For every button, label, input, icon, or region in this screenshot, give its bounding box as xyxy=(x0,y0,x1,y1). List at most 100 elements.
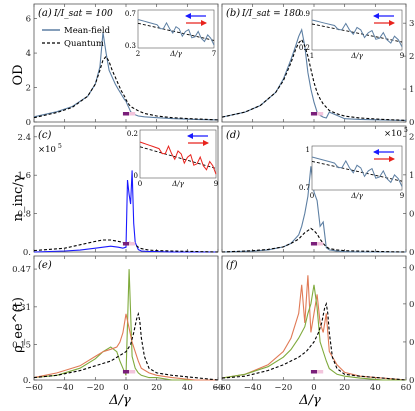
panel-label: (d) xyxy=(226,130,240,141)
y-tick-label: 0.31 xyxy=(12,303,31,313)
resonance-bar-light xyxy=(317,370,324,374)
inset-x-label: Δ/γ xyxy=(169,50,182,58)
resonance-bar-light xyxy=(129,242,136,246)
series-line xyxy=(33,32,219,121)
series-line xyxy=(33,313,218,381)
inset-x-tick-label: 9 xyxy=(400,52,404,60)
scale-annotation: ×10 xyxy=(38,145,56,155)
inset-meanfield-line xyxy=(137,19,215,46)
panel-label: (a) xyxy=(38,8,52,19)
panel-frame xyxy=(221,255,407,381)
inset-meanfield-line xyxy=(311,19,403,48)
resonance-bar xyxy=(122,370,130,374)
x-tick-label: 60 xyxy=(213,383,224,393)
inset-y-tick-label: 0.2 xyxy=(299,44,310,52)
inset-x-tick-label: 0 xyxy=(138,180,142,188)
x-tick-label: −20 xyxy=(274,383,292,393)
inset-frame xyxy=(311,145,403,191)
inset-y-tick-label: 0.2 xyxy=(127,130,138,138)
panel-label: (f) xyxy=(226,260,238,271)
inset-x-label: Δ/γ xyxy=(350,52,363,60)
resonance-bar xyxy=(310,112,318,116)
resonance-bar-light xyxy=(129,112,136,116)
inset-x-tick-label: 7 xyxy=(212,50,216,58)
x-tick-label: −20 xyxy=(86,383,104,393)
ylabel-ninc: n_inc/γ xyxy=(11,174,26,221)
y-tick-label: 1.8 xyxy=(409,171,415,181)
resonance-bar xyxy=(122,242,130,246)
inset-x-tick-label: 0 xyxy=(310,192,314,200)
y-tick-label: 3 xyxy=(409,19,414,29)
inset-frame xyxy=(139,129,217,179)
scale-exponent: 5 xyxy=(58,143,62,150)
x-tick-label: −60 xyxy=(213,383,231,393)
y-tick-label: 2 xyxy=(26,84,31,94)
x-tick-label: 40 xyxy=(370,383,381,393)
y-tick-label: 0 xyxy=(26,118,31,128)
series-line xyxy=(33,311,219,381)
panel-d: 0. 0.9 1.8 2.7 (d) ×105 0 9 Δ/γ 0.7 1 xyxy=(221,125,415,258)
inset-x-tick-label: 9 xyxy=(400,192,404,200)
series-line xyxy=(221,38,407,121)
inset-a: 2 7 Δ/γ 0.3 0.7 xyxy=(125,9,216,58)
inset-d: 0 9 Δ/γ 0.7 1 xyxy=(299,145,404,200)
panel-c: 0. 0.8 1.6 2.4 (c) ×10 5 0 9 Δ/γ 0 0.2 xyxy=(17,125,219,258)
y-tick-label: 6 xyxy=(26,15,31,25)
x-tick-label: 0 xyxy=(311,383,316,393)
inset-meanfield-line xyxy=(139,141,217,175)
ylabel-rho: ρ_ee^(t) xyxy=(11,297,26,353)
y-tick-label: 0. xyxy=(23,248,31,258)
intensity-annotation: I/I_sat = 180 xyxy=(241,9,301,19)
x-tick-label: 20 xyxy=(151,383,162,393)
inset-c: 0 9 Δ/γ 0 0.2 xyxy=(127,129,218,188)
ylabel-od: OD xyxy=(11,64,26,85)
inset-x-label: Δ/γ xyxy=(171,180,184,188)
series-line xyxy=(221,227,407,253)
x-tick-label: 40 xyxy=(182,383,193,393)
y-tick-label: 1 xyxy=(409,85,414,95)
y-tick-label: 0.4 xyxy=(409,300,415,310)
x-tick-label: −40 xyxy=(56,383,74,393)
resonance-bar-light xyxy=(317,112,324,116)
resonance-bar xyxy=(310,370,318,374)
xlabel-left: Δ/γ xyxy=(108,393,131,408)
x-tick-label: −60 xyxy=(25,383,43,393)
series-line xyxy=(221,301,407,381)
inset-frame xyxy=(311,9,403,51)
y-tick-label: 0. xyxy=(409,376,415,386)
panel-label: (b) xyxy=(226,8,240,19)
panel-label: (e) xyxy=(38,260,52,271)
panel-label: (c) xyxy=(38,130,52,141)
inset-b: 1 9 Δ/γ 0.2 0.9 xyxy=(299,9,404,60)
x-tick-label: 60 xyxy=(401,383,412,393)
y-tick-label: 0.2 xyxy=(409,338,415,348)
resonance-bar-light xyxy=(129,370,136,374)
inset-x-tick-label: 2 xyxy=(136,50,140,58)
y-tick-label: 2.7 xyxy=(409,132,415,142)
inset-y-tick-label: 0.3 xyxy=(125,42,136,50)
xlabel-right: Δ/γ xyxy=(298,393,321,408)
y-tick-label: 4 xyxy=(26,49,31,59)
series-line xyxy=(33,55,219,121)
series-line xyxy=(221,166,406,253)
y-tick-label: 0.8 xyxy=(17,210,31,220)
inset-x-tick-label: 1 xyxy=(310,52,314,60)
panel-e: −60 −40 −20 0 20 40 60 0. 0.15 0.31 0.47 (e) xyxy=(12,255,224,393)
y-tick-label: 0.15 xyxy=(12,341,31,351)
inset-y-tick-label: 0.9 xyxy=(299,10,310,18)
inset-meanfield-line xyxy=(311,156,403,187)
scale-annotation: ×10 xyxy=(384,129,402,139)
series-line xyxy=(221,284,406,381)
y-tick-label: 0.9 xyxy=(409,209,415,219)
inset-y-tick-label: 0 xyxy=(134,172,138,180)
inset-y-tick-label: 1 xyxy=(306,146,310,154)
inset-y-tick-label: 0.7 xyxy=(125,10,136,18)
panel-b: 0 1 2 3 (b) I/I_sat = 180 1 9 Δ/γ 0.2 0.9 xyxy=(221,3,414,128)
x-tick-label: −40 xyxy=(244,383,262,393)
series-line xyxy=(33,170,218,253)
y-tick-label: 0. xyxy=(409,248,415,258)
panel-a: 0 2 4 6 (a) I/I_sat = 100 2 7 Δ/γ 0.3 0.7 Mean-fiel… xyxy=(26,3,219,128)
series-line xyxy=(33,269,218,381)
